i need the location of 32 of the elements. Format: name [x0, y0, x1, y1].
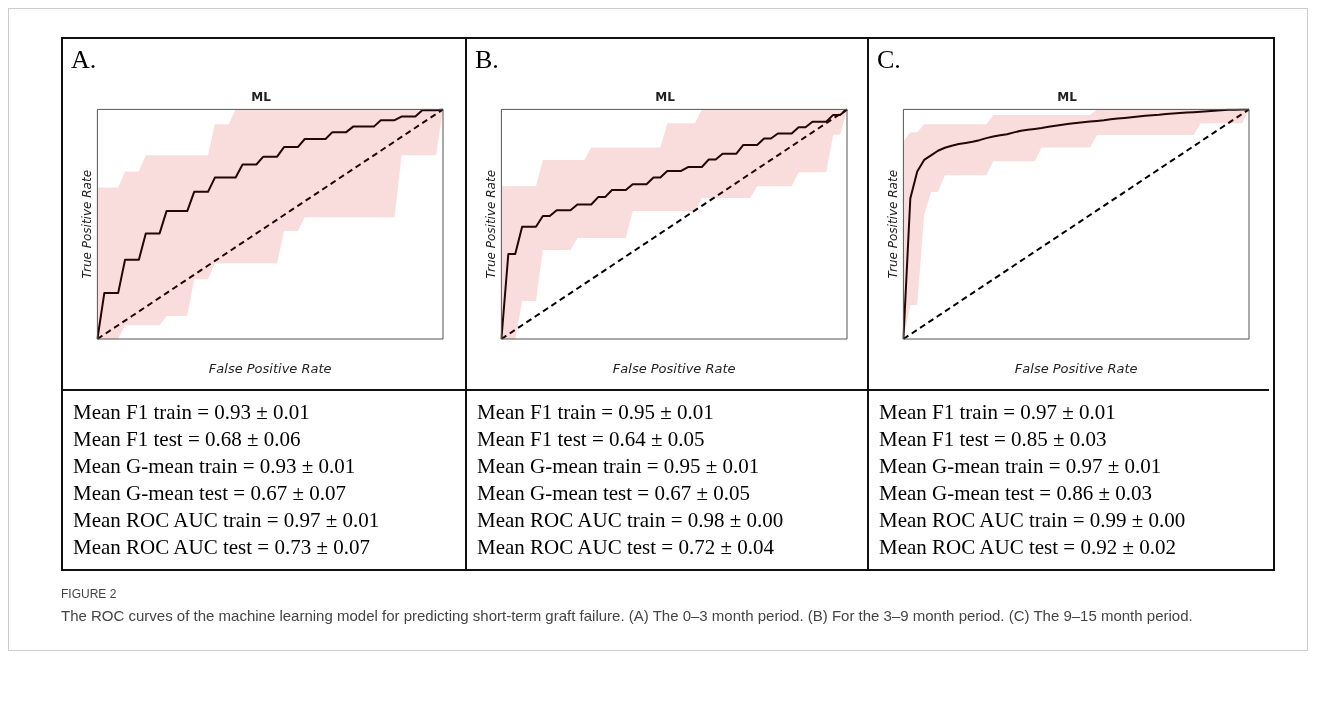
- text: Mean G-mean train = 0.95 ± 0.01: [477, 453, 761, 480]
- chart-title: ML: [251, 90, 272, 105]
- text: Mean ROC AUC train = 0.97 ± 0.01: [73, 507, 381, 534]
- text: Mean ROC AUC test = 0.92 ± 0.02: [879, 534, 1177, 561]
- text: Mean ROC AUC test = 0.72 ± 0.04: [477, 534, 775, 561]
- caption: FIGURE 2: [61, 587, 118, 601]
- text: Mean F1 test = 0.85 ± 0.03: [879, 426, 1108, 453]
- x-axis-title: False Positive Rate: [208, 360, 332, 376]
- text: Mean G-mean train = 0.97 ± 0.01: [879, 453, 1163, 480]
- text: C.: [877, 45, 901, 75]
- y-axis-title: True Positive Rate: [484, 169, 499, 279]
- text: Mean ROC AUC train = 0.99 ± 0.00: [879, 507, 1187, 534]
- x-axis-title: False Positive Rate: [612, 360, 736, 376]
- text: Mean ROC AUC train = 0.98 ± 0.00: [477, 507, 785, 534]
- text: Mean G-mean test = 0.86 ± 0.03: [879, 480, 1153, 507]
- text: Mean G-mean train = 0.93 ± 0.01: [73, 453, 357, 480]
- text: The ROC curves of the machine learning model for predicting short-term graft failure. (A) The 0–3 month period. (B) For the 3–9 month period. (C) The 9–15 month period.: [61, 607, 1194, 624]
- text: B.: [475, 45, 499, 75]
- text: Mean F1 test = 0.64 ± 0.05: [477, 426, 706, 453]
- text: Mean F1 train = 0.97 ± 0.01: [879, 399, 1117, 426]
- text: Mean G-mean test = 0.67 ± 0.07: [73, 480, 347, 507]
- y-axis-title: True Positive Rate: [80, 169, 95, 279]
- text: Mean G-mean test = 0.67 ± 0.05: [477, 480, 751, 507]
- text: A.: [71, 45, 97, 75]
- text: Mean F1 train = 0.95 ± 0.01: [477, 399, 715, 426]
- chart-title: ML: [1057, 90, 1078, 105]
- chart-title: ML: [655, 90, 676, 105]
- text: Mean ROC AUC test = 0.73 ± 0.07: [73, 534, 371, 561]
- y-axis-title: True Positive Rate: [886, 169, 901, 279]
- x-axis-title: False Positive Rate: [1014, 360, 1138, 376]
- text: Mean F1 train = 0.93 ± 0.01: [73, 399, 311, 426]
- text: Mean F1 test = 0.68 ± 0.06: [73, 426, 302, 453]
